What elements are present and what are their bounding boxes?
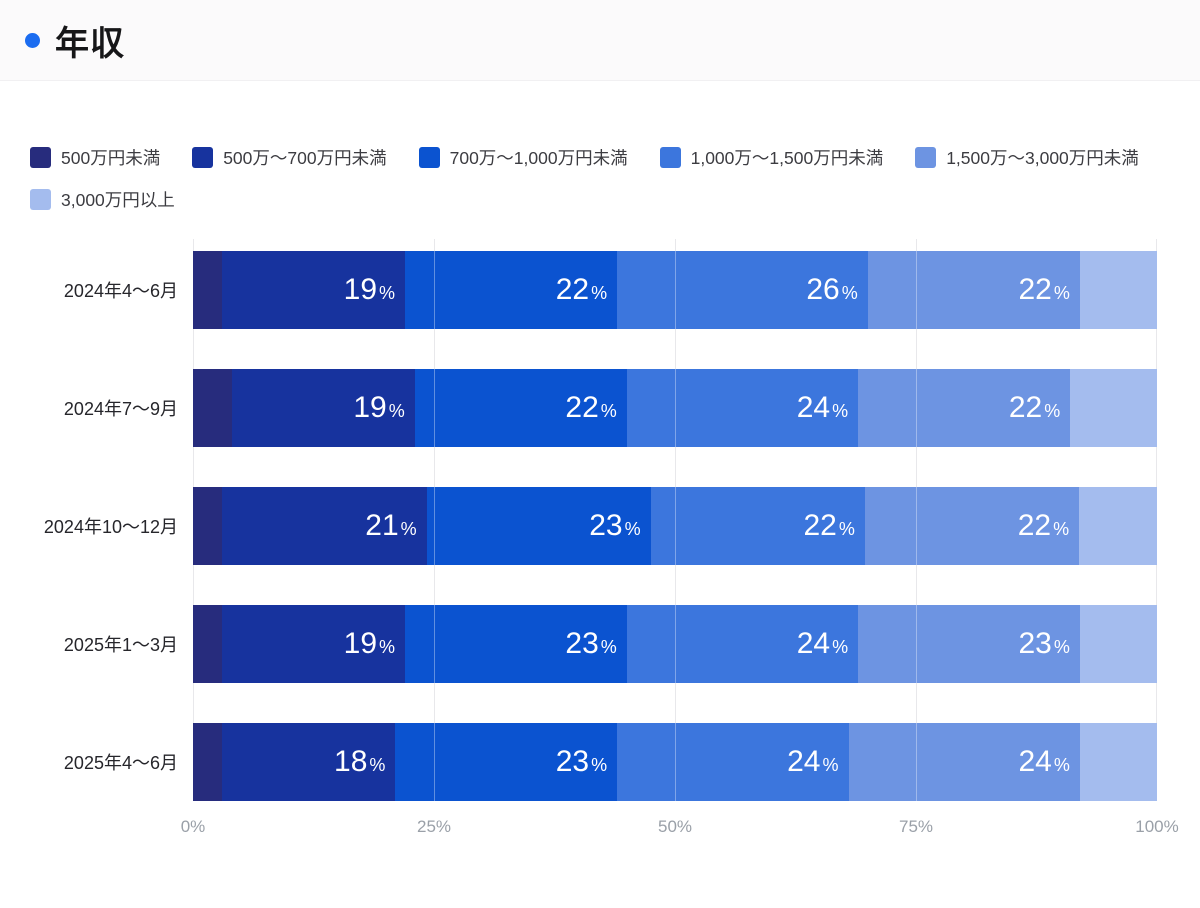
legend-swatch-icon [915, 147, 937, 168]
segment-value-label: 19% [343, 273, 396, 306]
segment-value-label: 24% [1018, 745, 1070, 778]
legend-item: 500万〜700万円未満 [192, 145, 387, 170]
bar-row: 2024年7〜9月 19% 22% 24% 22% [64, 369, 1157, 447]
bar-segment [193, 723, 222, 801]
bar-segment: 24% [848, 723, 1080, 801]
legend-item: 3,000万円以上 [30, 187, 175, 212]
segment-value-label: 23% [555, 745, 608, 778]
segment-value-label: 22% [803, 509, 855, 542]
bar-segment: 22% [867, 251, 1080, 329]
bar-segment: 22% [414, 369, 627, 447]
legend-swatch-icon [659, 147, 681, 168]
bar-segment [1079, 251, 1157, 329]
segment-value-label: 24% [796, 627, 849, 660]
legend-item: 1,500万〜3,000万円未満 [915, 145, 1139, 170]
legend-swatch-icon [418, 147, 440, 168]
x-axis-tick-label: 25% [416, 817, 452, 836]
bar-segment [193, 487, 223, 565]
category-label: 2025年1〜3月 [63, 635, 178, 655]
bar-segment: 19% [231, 369, 415, 447]
segment-value-label: 19% [343, 627, 396, 660]
bar-segment: 23% [426, 487, 651, 565]
bar-segment [193, 369, 232, 447]
bar-segment [1079, 723, 1157, 801]
legend-swatch-icon [30, 147, 51, 168]
bar-segment: 19% [221, 251, 406, 329]
category-label: 2024年7〜9月 [63, 399, 178, 419]
bar-segment: 19% [221, 605, 406, 683]
segment-value-label: 23% [589, 509, 641, 542]
segment-value-label: 18% [334, 745, 386, 778]
bar-segment: 24% [626, 369, 859, 447]
x-axis-tick-label: 50% [657, 817, 693, 836]
page-title: 年収 [55, 24, 125, 63]
legend-label: 500万〜700万円未満 [223, 148, 387, 168]
bar-segment: 23% [858, 605, 1080, 683]
legend-swatch-icon [192, 147, 214, 168]
segment-value-label: 24% [787, 745, 839, 778]
segment-value-label: 22% [565, 391, 617, 424]
legend-label: 1,000万〜1,500万円未満 [690, 148, 884, 168]
bar-segment [193, 251, 222, 329]
legend-label: 3,000万円以上 [61, 190, 175, 210]
bar-segment: 24% [617, 723, 849, 801]
bar-row: 2025年1〜3月 19% 23% 24% 23% [64, 605, 1157, 683]
x-axis: 0% 25% 50% 75% 100% [181, 817, 1179, 843]
bar-row: 2024年4〜6月 19% 22% 26% 22% [64, 251, 1157, 329]
segment-value-label: 22% [1008, 391, 1061, 424]
section-header: 年収 [0, 0, 1200, 81]
bar-segment: 23% [395, 723, 618, 801]
x-axis-tick-label: 100% [1135, 817, 1179, 836]
bar-segment: 18% [221, 723, 396, 801]
bar-segment [1079, 605, 1157, 683]
bullet-dot-icon [25, 32, 40, 48]
legend-item: 700万〜1,000万円未満 [418, 145, 628, 170]
bar-segment: 22% [858, 369, 1071, 447]
bar-row: 2025年4〜6月 18% 23% 24% 24% [64, 723, 1157, 801]
segment-value-label: 23% [565, 627, 617, 660]
bar-segment: 23% [405, 605, 627, 683]
bar-segment: 21% [222, 487, 427, 565]
bar-segment: 22% [650, 487, 865, 565]
segment-value-label: 24% [796, 391, 849, 424]
segment-value-label: 22% [555, 273, 608, 306]
chart-legend: 500万円未満 500万〜700万円未満 700万〜1,000万円未満 1,000万〜… [30, 145, 1155, 212]
legend-item: 500万円未満 [30, 145, 160, 170]
segment-value-label: 26% [806, 273, 858, 306]
x-axis-tick-label: 0% [180, 817, 206, 836]
category-label: 2024年4〜6月 [63, 281, 178, 301]
category-label: 2025年4〜6月 [63, 753, 178, 773]
segment-value-label: 22% [1018, 273, 1070, 306]
segment-value-label: 19% [353, 391, 405, 424]
segment-value-label: 23% [1018, 627, 1070, 660]
bar-segment [193, 605, 222, 683]
legend-label: 700万〜1,000万円未満 [449, 148, 628, 168]
segment-value-label: 21% [365, 509, 417, 542]
segment-value-label: 22% [1017, 509, 1070, 542]
bar-segment: 26% [617, 251, 868, 329]
category-label: 2024年10〜12月 [43, 517, 178, 537]
bar-segment [1079, 487, 1157, 565]
bar-row: 2024年10〜12月 21% 23% 22% 22% [44, 487, 1157, 565]
legend-swatch-icon [30, 189, 51, 210]
legend-label: 1,500万〜3,000万円未満 [946, 148, 1139, 168]
bar-segment: 22% [864, 487, 1080, 565]
legend-item: 1,000万〜1,500万円未満 [659, 145, 884, 170]
bar-segment: 22% [405, 251, 618, 329]
stacked-bar-chart: 2024年4〜6月 19% 22% 26% 22% 2024年7〜9月 19% 22% 24% 2… [44, 239, 1179, 843]
x-axis-tick-label: 75% [898, 817, 934, 836]
chart-plot-area: 2024年4〜6月 19% 22% 26% 22% 2024年7〜9月 19% 22% 24% 2… [44, 239, 1157, 801]
bar-segment: 24% [626, 605, 859, 683]
legend-label: 500万円未満 [61, 148, 161, 168]
bar-segment [1070, 369, 1157, 447]
